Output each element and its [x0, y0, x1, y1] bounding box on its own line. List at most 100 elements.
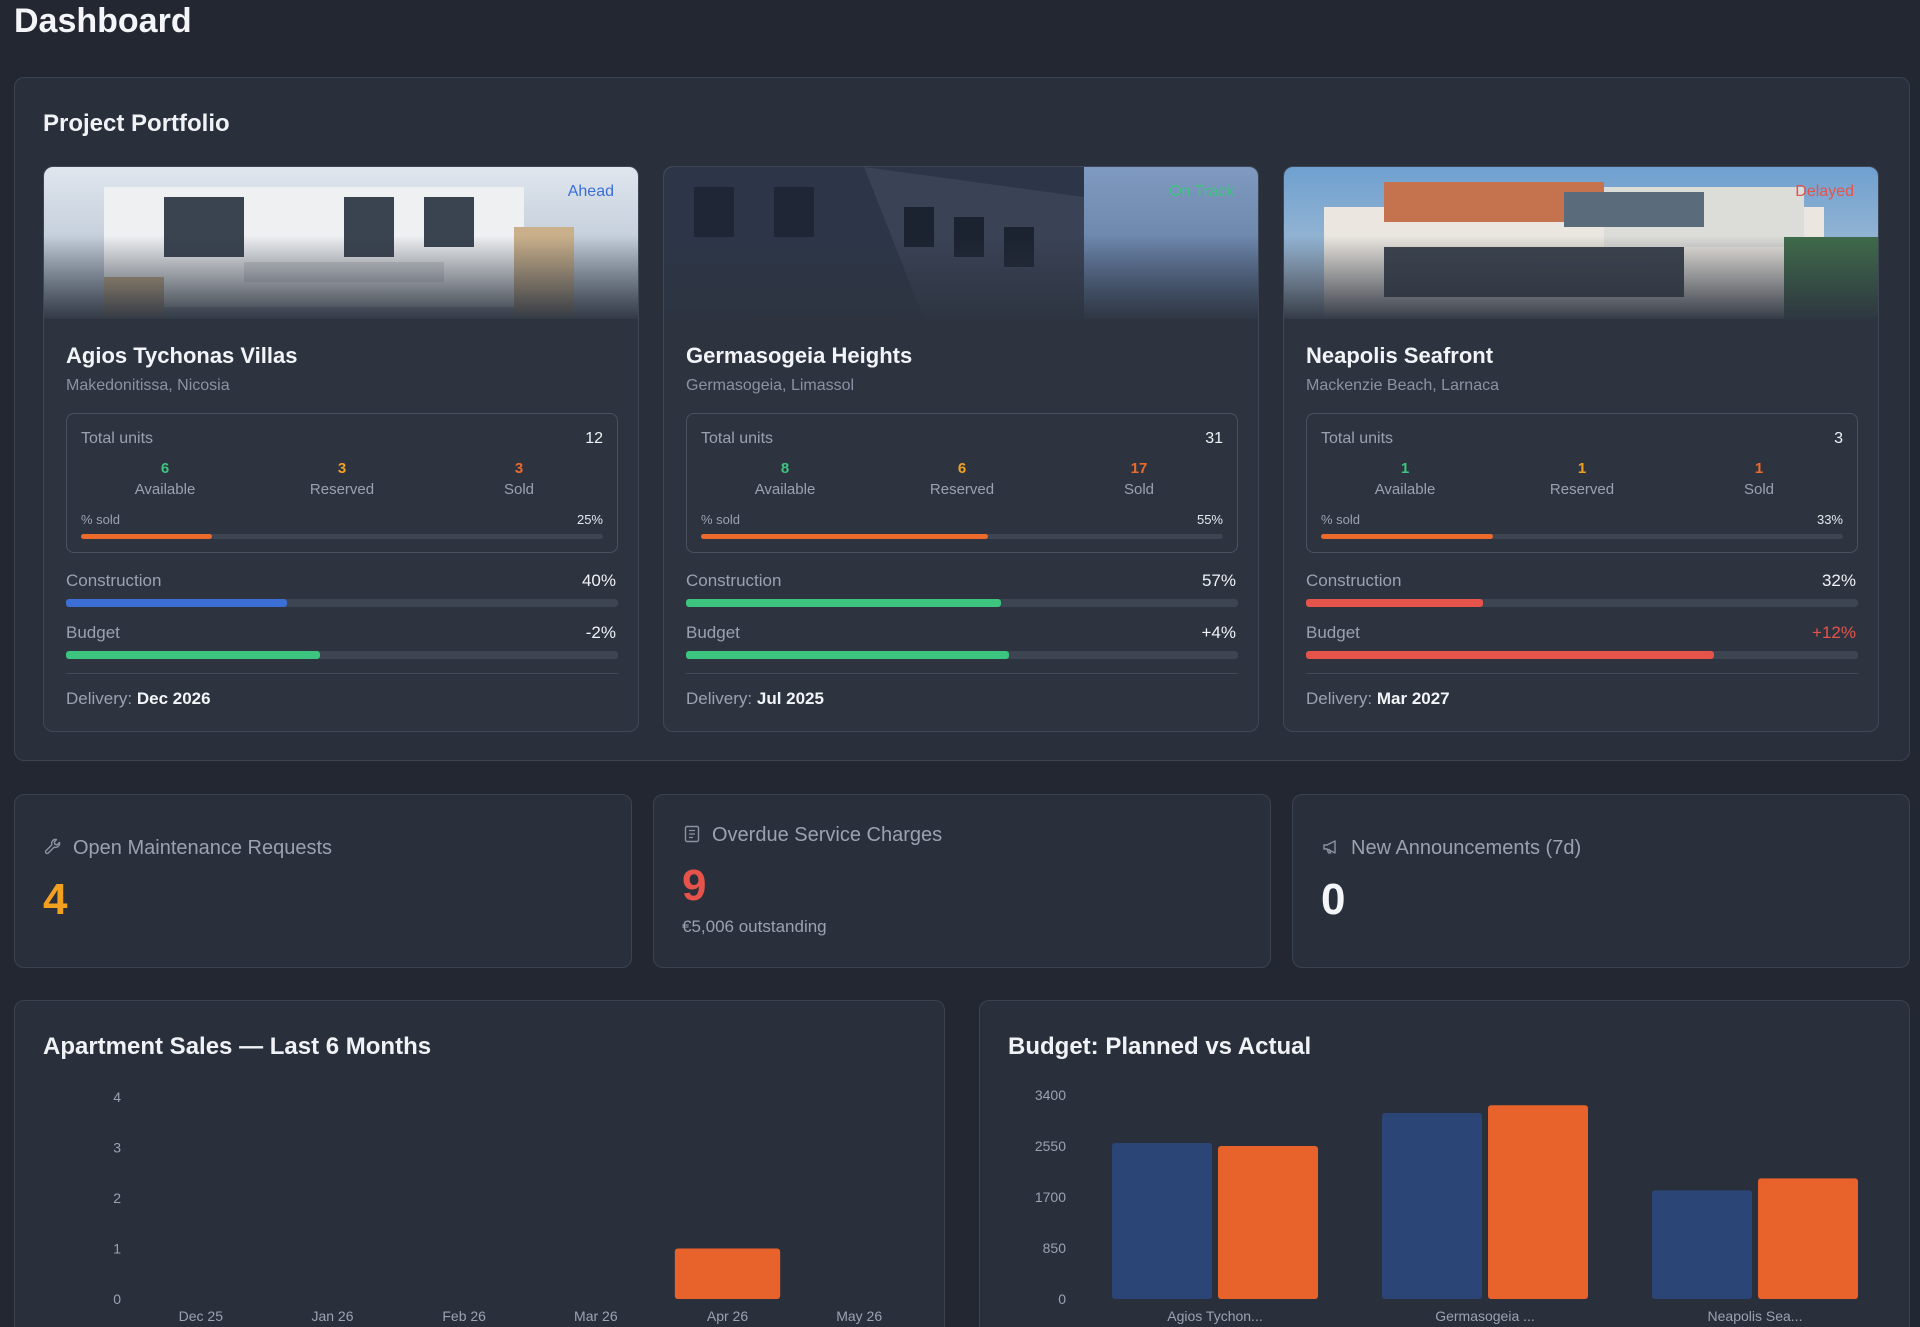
receipt-icon: [684, 825, 700, 843]
available-count: 8: [780, 460, 790, 477]
construction-label: Construction: [66, 571, 162, 590]
pct-sold-bar: [1321, 534, 1843, 539]
kpi-value: 4: [43, 875, 68, 924]
wrench-icon: [44, 838, 61, 855]
x-tick-label: May 26: [836, 1308, 882, 1324]
budget-value: +12%: [1812, 623, 1856, 642]
sales-chart-panel: Apartment Sales — Last 6 Months 0 1 2 3 4 Dec…: [14, 1000, 945, 1327]
y-tick-label: 1700: [1035, 1189, 1066, 1205]
y-tick-label: 2: [113, 1190, 121, 1206]
x-tick-label: Neapolis Sea...: [1708, 1308, 1803, 1324]
units-summary: Total units 31 8 Available 6 Reserved 17…: [686, 413, 1238, 553]
y-tick-label: 1: [113, 1241, 121, 1257]
total-units-label: Total units: [701, 430, 774, 447]
sold-count: 3: [514, 460, 524, 477]
available-stat: 8 Available: [715, 460, 855, 498]
x-tick-label: Mar 26: [574, 1308, 618, 1324]
pct-sold-value: 55%: [1196, 512, 1223, 527]
actual-bar: [1218, 1146, 1318, 1299]
reserved-stat: 6 Reserved: [892, 460, 1032, 498]
units-summary: Total units 3 1 Available 1 Reserved 1 S…: [1306, 413, 1858, 553]
reserved-label: Reserved: [1549, 481, 1615, 498]
x-tick-label: Feb 26: [442, 1308, 486, 1324]
pct-sold-value: 25%: [576, 512, 603, 527]
portfolio-title: Project Portfolio: [43, 110, 230, 137]
reserved-stat: 1 Reserved: [1512, 460, 1652, 498]
y-tick-label: 2550: [1035, 1138, 1066, 1154]
project-name: Neapolis Seafront: [1306, 343, 1494, 368]
budget-value: +4%: [1201, 623, 1237, 642]
kpi-new-announcements[interactable]: New Announcements (7d) 0: [1292, 794, 1910, 968]
sold-label: Sold: [1743, 481, 1775, 498]
y-tick-label: 4: [113, 1089, 121, 1105]
construction-value: 40%: [581, 571, 616, 590]
sold-label: Sold: [503, 481, 535, 498]
chart-title: Apartment Sales — Last 6 Months: [43, 1033, 432, 1060]
delivery-info: Delivery: Dec 2026: [66, 689, 211, 709]
available-label: Available: [134, 481, 196, 498]
construction-label: Construction: [686, 571, 782, 590]
available-stat: 6 Available: [95, 460, 235, 498]
project-card[interactable]: On Track Germasogeia Heights Germasogeia…: [663, 166, 1259, 732]
x-tick-label: Jan 26: [311, 1308, 353, 1324]
kpi-title: Overdue Service Charges: [712, 824, 943, 846]
sold-count: 1: [1754, 460, 1764, 477]
kpi-overdue-charges[interactable]: Overdue Service Charges 9 €5,006 outstan…: [653, 794, 1271, 968]
project-location: Mackenzie Beach, Larnaca: [1306, 377, 1499, 394]
kpi-subtext: €5,006 outstanding: [682, 917, 827, 936]
kpi-value: 9: [682, 861, 707, 910]
project-photo: [1284, 167, 1878, 319]
kpi-title: Open Maintenance Requests: [73, 837, 333, 859]
available-count: 1: [1400, 460, 1410, 477]
available-count: 6: [160, 460, 170, 477]
project-photo: [664, 167, 1258, 319]
delivery-label: Delivery:: [66, 689, 133, 708]
reserved-count: 6: [957, 460, 967, 477]
delivery-date: Jul 2025: [756, 689, 824, 708]
pct-sold-label: % sold: [1321, 512, 1361, 527]
pct-sold-label: % sold: [701, 512, 741, 527]
units-summary: Total units 12 6 Available 3 Reserved 3 …: [66, 413, 618, 553]
pct-sold-bar: [81, 534, 603, 539]
total-units-value: 3: [1834, 430, 1843, 447]
chart-title: Budget: Planned vs Actual: [1008, 1033, 1312, 1060]
sold-label: Sold: [1123, 481, 1155, 498]
project-card[interactable]: Ahead Agios Tychonas Villas Makedonitiss…: [43, 166, 639, 732]
construction-bar: [66, 599, 618, 607]
delivery-info: Delivery: Jul 2025: [686, 689, 824, 709]
total-units-label: Total units: [1321, 430, 1394, 447]
construction-value: 32%: [1821, 571, 1856, 590]
x-tick-label: Apr 26: [707, 1308, 748, 1324]
delivery-date: Mar 2027: [1376, 689, 1450, 708]
delivery-info: Delivery: Mar 2027: [1306, 689, 1450, 709]
construction-bar: [1306, 599, 1858, 607]
sold-count: 17: [1130, 460, 1148, 477]
planned-bar: [1652, 1190, 1752, 1299]
budget-value: -2%: [585, 623, 616, 642]
total-units-label: Total units: [81, 430, 154, 447]
kpi-value: 0: [1321, 875, 1346, 924]
divider: [686, 673, 1238, 674]
budget-bar: [1306, 651, 1858, 659]
available-label: Available: [1374, 481, 1436, 498]
budget-bar-chart: 0 850 1700 2550 3400 Agios Tychon... Germasoge…: [1035, 1087, 1858, 1324]
sales-bar-chart: 0 1 2 3 4 Dec 25 Jan 26 Feb 26 Mar 26 Apr 26 May 2…: [113, 1089, 882, 1324]
y-tick-label: 0: [1058, 1291, 1066, 1307]
construction-bar: [686, 599, 1238, 607]
actual-bar: [1488, 1105, 1588, 1299]
available-label: Available: [754, 481, 816, 498]
pct-sold-value: 33%: [1816, 512, 1843, 527]
y-tick-label: 850: [1043, 1240, 1067, 1256]
pct-sold-label: % sold: [81, 512, 121, 527]
delivery-date: Dec 2026: [136, 689, 211, 708]
status-badge: Delayed: [1795, 183, 1854, 200]
project-name: Agios Tychonas Villas: [66, 343, 298, 368]
budget-label: Budget: [1306, 623, 1360, 642]
project-location: Makedonitissa, Nicosia: [66, 377, 230, 394]
delivery-label: Delivery:: [1306, 689, 1373, 708]
kpi-open-maintenance[interactable]: Open Maintenance Requests 4: [14, 794, 632, 968]
sold-stat: 3 Sold: [449, 460, 589, 498]
project-portfolio-panel: Project Portfolio Ahead Agios Tychonas V…: [14, 77, 1910, 761]
project-card[interactable]: Delayed Neapolis Seafront Mackenzie Beac…: [1283, 166, 1879, 732]
megaphone-icon: [1323, 840, 1336, 854]
